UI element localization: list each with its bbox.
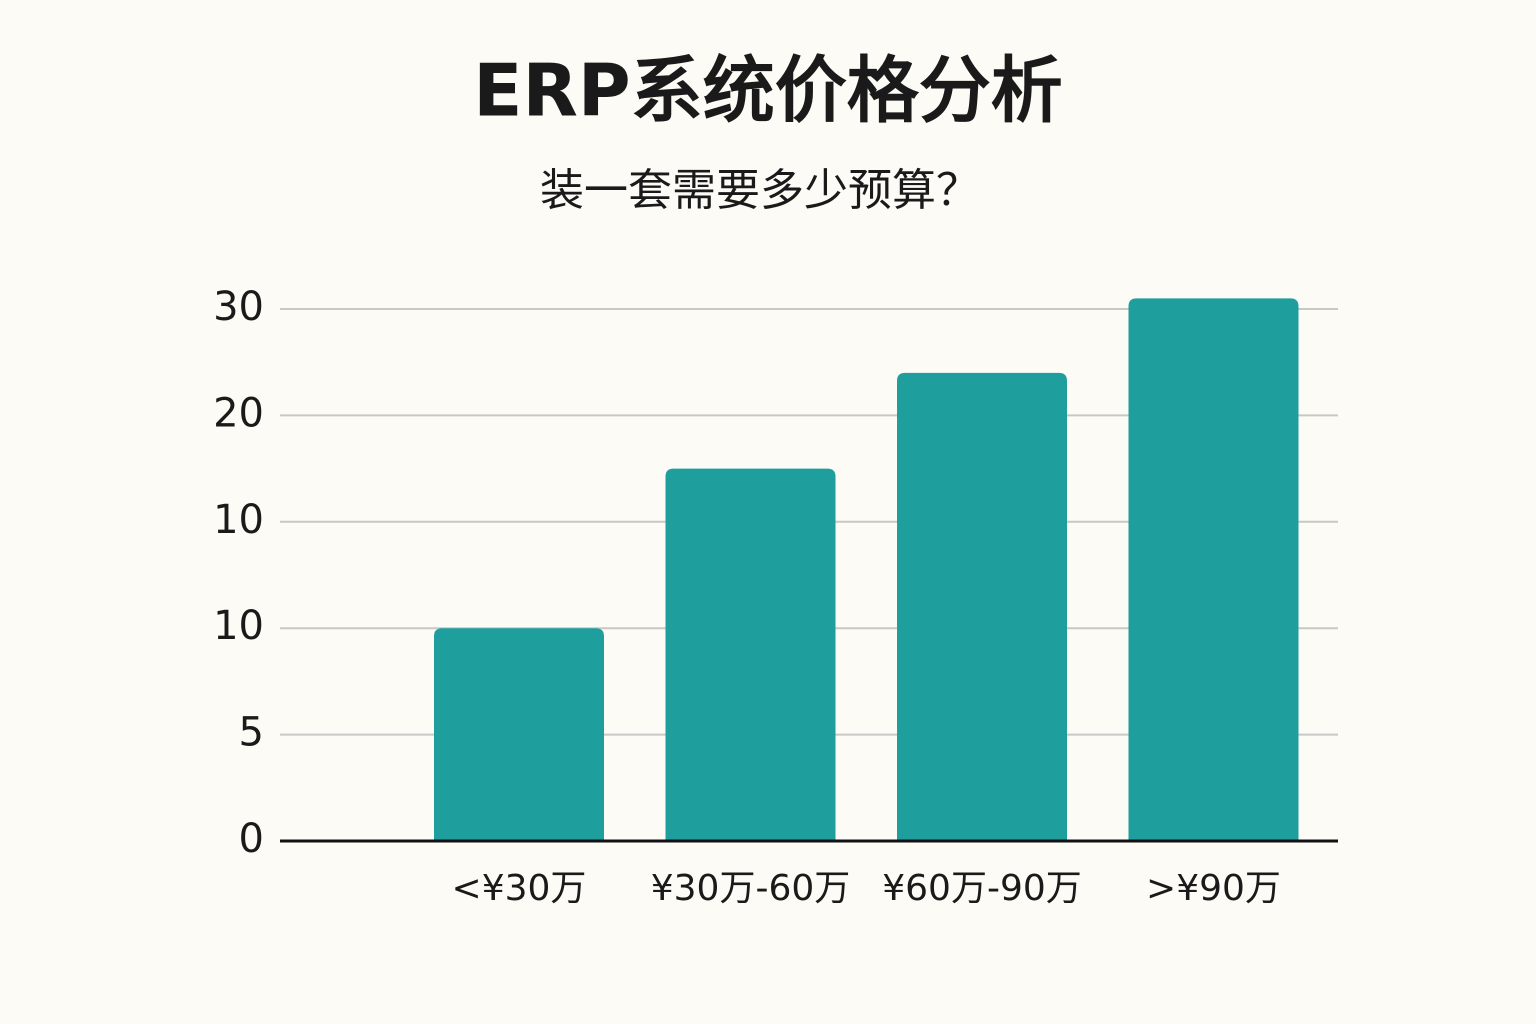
bar <box>1128 298 1299 841</box>
x-tick-label: ¥30万-60万 <box>651 868 851 909</box>
x-tick-label: >¥90万 <box>1146 868 1281 909</box>
y-tick-label: 20 <box>213 390 264 436</box>
y-tick-label: 10 <box>213 603 264 649</box>
y-tick-label: 10 <box>213 497 264 543</box>
x-tick-label: ¥60万-90万 <box>882 868 1082 909</box>
bar <box>897 372 1067 841</box>
chart-subtitle: 装一套需要多少预算？ <box>540 165 980 216</box>
bar <box>665 468 836 841</box>
x-tick-label: <¥30万 <box>452 868 587 909</box>
y-tick-label: 5 <box>239 710 264 756</box>
bar <box>434 628 604 841</box>
y-tick-label: 30 <box>213 284 264 330</box>
chart-title: ERP系统价格分析 <box>473 49 1062 133</box>
y-tick-label: 0 <box>239 816 264 862</box>
